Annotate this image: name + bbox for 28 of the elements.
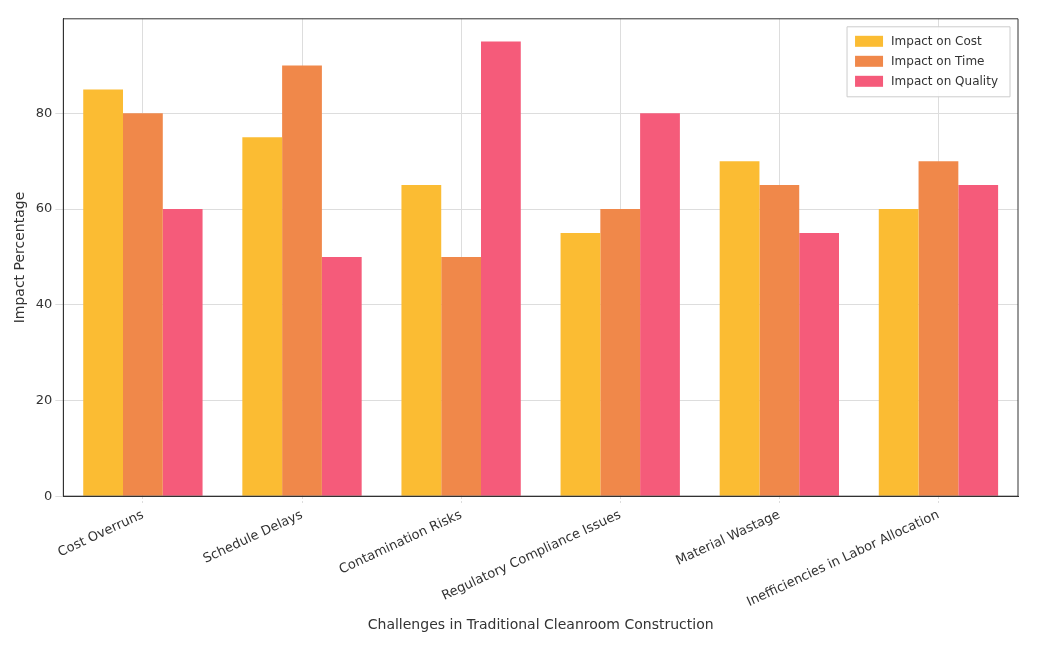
y-tick-label: 60 [35,200,53,216]
x-axis-title: Challenges in Traditional Cleanroom Construction [367,616,714,633]
legend-label: Impact on Quality [891,73,999,88]
bar [878,209,919,496]
bar [799,232,839,496]
bar [162,209,203,496]
bar [640,113,680,496]
legend-label: Impact on Time [891,53,985,68]
bar [759,185,800,496]
legend-label: Impact on Cost [891,33,983,48]
bar [123,113,163,496]
y-tick-label: 80 [35,104,53,120]
y-tick-label: 0 [44,487,53,503]
y-axis-title: Impact Percentage [11,191,28,324]
bar [958,185,999,496]
bar [560,232,601,496]
bar [83,89,124,496]
y-tick-label: 20 [35,391,53,407]
bar [282,65,322,496]
bar [441,256,482,496]
bar [600,209,641,496]
bar [242,137,283,496]
bar [719,161,760,496]
bar [481,41,521,496]
y-tick-label: 40 [35,296,53,312]
bar [401,185,442,496]
bar [918,161,959,496]
bar [321,256,362,496]
